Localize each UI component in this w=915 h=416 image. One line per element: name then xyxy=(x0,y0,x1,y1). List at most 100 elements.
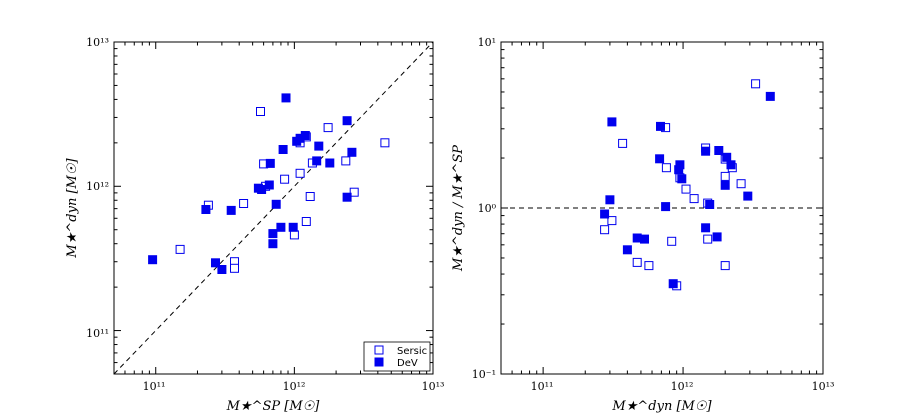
left-xtick-label-0: 10¹¹ xyxy=(143,380,166,393)
left-ticks xyxy=(113,41,434,375)
right-point-dev xyxy=(705,200,715,209)
right-point-sersic xyxy=(736,179,746,189)
left-y-axis-label: M★^dyn [M☉] xyxy=(65,158,80,259)
right-point-dev xyxy=(656,121,665,131)
right-point-dev xyxy=(661,202,671,212)
left-point-dev xyxy=(342,192,352,202)
left-point-sersic xyxy=(305,192,315,201)
left-point-sersic xyxy=(280,174,290,184)
left-point-sersic xyxy=(349,187,359,197)
right-point-sersic xyxy=(667,236,677,246)
right-xtick-label-0: 10¹¹ xyxy=(531,380,554,393)
left-point-sersic xyxy=(289,230,299,240)
right-point-dev xyxy=(668,279,678,289)
right-point-sersic xyxy=(607,216,617,226)
legend-dev-marker xyxy=(374,357,384,367)
left-point-dev xyxy=(276,222,286,232)
left-point-dev xyxy=(347,147,357,157)
right-point-sersic xyxy=(632,257,642,267)
right-point-sersic xyxy=(751,79,761,89)
right-point-dev xyxy=(714,146,724,155)
right-point-sersic xyxy=(618,138,628,148)
left-point-sersic xyxy=(230,263,239,273)
left-plot-frame xyxy=(113,41,434,375)
left-point-dev xyxy=(281,93,291,103)
right-point-dev xyxy=(712,232,722,242)
left-point-dev xyxy=(201,205,211,214)
right-point-dev xyxy=(607,117,617,127)
left-ytick-label-2: 10¹³ xyxy=(86,36,109,49)
right-point-dev xyxy=(605,195,615,205)
right-points xyxy=(600,79,775,291)
legend-sersic-marker xyxy=(374,345,384,355)
legend-dev-label: DeV xyxy=(397,358,418,369)
right-point-dev xyxy=(640,234,649,244)
right-ticks xyxy=(500,41,824,375)
right-point-dev xyxy=(720,180,730,190)
left-point-sersic xyxy=(256,107,265,116)
right-point-dev xyxy=(701,223,711,233)
right-point-sersic xyxy=(689,194,699,204)
legend: Sersic DeV xyxy=(363,341,431,372)
left-ytick-label-0: 10¹¹ xyxy=(86,327,109,340)
right-panel: 10¹¹ 10¹² 10¹³ 10⁻¹ 10⁰ 10¹ M★^dyn [M☉] … xyxy=(451,36,834,414)
left-point-dev xyxy=(211,258,220,268)
left-point-dev xyxy=(148,255,158,265)
legend-sersic-label: Sersic xyxy=(397,346,427,357)
right-point-sersic xyxy=(720,171,730,181)
left-point-sersic xyxy=(301,217,311,226)
left-point-dev xyxy=(257,185,267,194)
left-point-dev xyxy=(268,229,278,239)
right-point-sersic xyxy=(703,234,713,244)
left-xtick-label-1: 10¹² xyxy=(283,380,306,393)
left-point-dev xyxy=(312,156,322,166)
left-point-dev xyxy=(300,131,310,140)
right-xtick-label-2: 10¹³ xyxy=(812,380,835,393)
right-point-sersic xyxy=(720,261,730,271)
right-point-dev xyxy=(622,245,632,255)
left-point-dev xyxy=(226,205,236,215)
right-point-dev xyxy=(765,91,775,101)
right-point-dev xyxy=(743,191,753,201)
left-point-dev xyxy=(271,199,281,209)
left-point-sersic xyxy=(239,199,249,208)
left-point-dev xyxy=(314,141,324,151)
left-point-sersic xyxy=(341,156,351,166)
right-point-dev xyxy=(722,152,732,162)
right-x-axis-label: M★^dyn [M☉] xyxy=(611,399,712,414)
left-point-sersic xyxy=(323,123,333,133)
right-point-dev xyxy=(701,146,711,156)
left-point-dev xyxy=(268,239,278,249)
right-point-sersic xyxy=(644,261,654,271)
right-point-dev xyxy=(726,160,736,170)
right-point-dev xyxy=(675,160,685,170)
right-ytick-label-0: 10⁻¹ xyxy=(472,368,496,381)
left-xtick-label-2: 10¹³ xyxy=(422,380,445,393)
right-ytick-label-2: 10¹ xyxy=(478,36,496,49)
right-point-dev xyxy=(677,174,687,184)
left-point-dev xyxy=(217,265,227,274)
right-xtick-label-1: 10¹² xyxy=(671,380,694,393)
left-point-dev xyxy=(325,158,335,168)
left-point-dev xyxy=(288,222,298,232)
left-x-axis-label: M★^SP [M☉] xyxy=(226,399,321,414)
right-point-dev xyxy=(655,154,665,164)
right-point-sersic xyxy=(661,163,671,173)
left-point-sersic xyxy=(380,138,390,148)
left-point-sersic xyxy=(295,168,305,178)
right-point-dev xyxy=(600,209,610,219)
left-point-dev xyxy=(265,158,275,168)
right-ytick-label-1: 10⁰ xyxy=(478,202,497,215)
right-y-axis-label: M★^dyn / M★^SP xyxy=(451,145,466,272)
right-point-sersic xyxy=(681,184,691,194)
right-point-sersic xyxy=(600,225,610,235)
left-one-to-one-line xyxy=(113,41,434,375)
left-panel: 10¹¹ 10¹² 10¹³ 10¹¹ 10¹² 10¹³ M★^SP [M☉]… xyxy=(65,36,444,414)
left-ytick-label-1: 10¹² xyxy=(86,180,109,193)
left-point-dev xyxy=(278,145,288,154)
left-points xyxy=(148,93,390,274)
left-point-sersic xyxy=(175,244,185,254)
left-point-dev xyxy=(342,116,352,126)
left-point-dev xyxy=(264,180,274,190)
